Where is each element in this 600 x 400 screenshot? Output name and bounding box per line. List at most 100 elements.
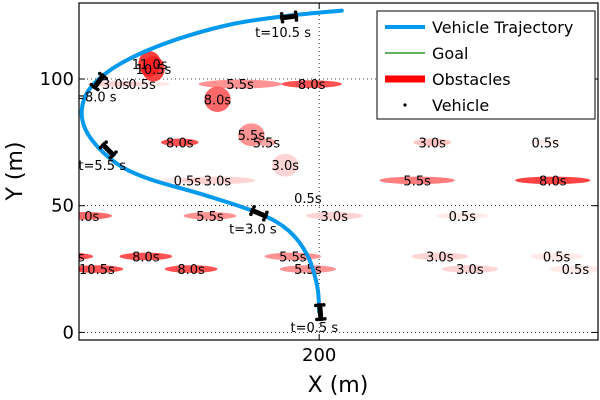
legend-swatch-vehicle (403, 103, 407, 107)
vehicle-wheel-dot (323, 317, 327, 321)
vehicle-wheel-dot (96, 87, 100, 92)
vehicle-time-label: t=0.5 s (291, 321, 339, 336)
y-axis-label: Y (m) (3, 141, 28, 201)
obstacle-ellipse (238, 123, 265, 147)
vehicle-wheel-dot (321, 303, 326, 307)
obstacle-time-label: 10.5s (136, 63, 172, 78)
obstacle-time-label: 3.0s (418, 136, 446, 151)
obstacle-time-label: 8.0s (204, 93, 232, 108)
vehicle-wheel-dot (314, 303, 318, 308)
obstacle-ellipse (183, 212, 237, 220)
vehicle-layer: t=0.5 s t=3.0 s t=5.5 s t=8.0 s t=10.5 s (69, 10, 339, 336)
obstacle-time-label: 5.5s (294, 263, 322, 278)
obstacle-time-label: 11.0s (23, 250, 59, 265)
obstacle-time-label: 3.0s (272, 159, 300, 174)
obstacle-time-label: 5.5s (238, 129, 266, 144)
vehicle-wheel-dot (293, 10, 298, 14)
obstacle-ellipse (79, 267, 82, 271)
obstacle-time-label: 11.0s (38, 263, 74, 278)
vehicle-marker (279, 10, 299, 24)
obstacle-ellipse (281, 80, 342, 88)
vehicle-wheel-dot (249, 212, 253, 217)
x-axis-label: X (m) (308, 373, 369, 398)
obstacle-time-label: 0.5s (174, 174, 202, 189)
obstacle-ellipse (306, 212, 363, 220)
vehicle-time-label: t=8.0 s (69, 91, 117, 106)
obstacle-time-label: 5.5s (279, 250, 307, 265)
obstacle-time-label: 3.0s (426, 250, 454, 265)
vehicle-time-label: t=5.5 s (78, 159, 126, 174)
vehicle-marker (89, 71, 108, 92)
obstacle-ellipse (279, 265, 337, 273)
obstacle-time-label: 5.5s (403, 174, 431, 189)
obstacle-time-label: 3.0s (321, 210, 349, 225)
legend: Vehicle Trajectory Goal Obstacles Vehicl… (376, 10, 596, 120)
y-tick-label: 0 (63, 322, 74, 343)
obstacle-time-label: 0.5s (532, 136, 560, 151)
vehicle-wheel-dot (294, 18, 299, 22)
vehicle-wheel-dot (279, 11, 284, 16)
vehicle-wheel-dot (261, 217, 266, 222)
obstacle-ellipse (138, 51, 161, 77)
obstacle-ellipse (79, 265, 124, 273)
obstacle-ellipse (549, 265, 598, 273)
vehicle-wheel-dot (97, 71, 102, 76)
obstacle-time-label: 8.0s (539, 174, 567, 189)
obstacle-layer: 0.5s3.0s 5.5s 8.0s10.5s11.0s8.0s5.5s5.5s3.… (0, 51, 598, 278)
obstacle-ellipse (411, 252, 469, 261)
vehicle-wheel-dot (280, 19, 285, 24)
vehicle-wheel-dot (98, 146, 103, 150)
obstacle-ellipse (272, 153, 299, 177)
trajectory-layer (79, 8, 344, 315)
obstacle-ellipse (0, 212, 3, 220)
obstacle-time-label: 11.0s (132, 58, 168, 73)
vehicle-wheel-dot (265, 210, 269, 215)
obstacle-ellipse (79, 212, 112, 220)
obstacle-ellipse (119, 252, 173, 261)
obstacle-time-label: 0.5s (294, 192, 322, 207)
vehicle-wheel-dot (114, 150, 118, 154)
vehicle-time-label: t=3.0 s (229, 222, 277, 237)
obstacle-time-label: 0.5s (128, 78, 156, 93)
obstacle-ellipse (435, 212, 489, 220)
obstacle-ellipse (160, 138, 199, 147)
obstacle-ellipse (413, 138, 452, 147)
legend-label-vehicle: Vehicle (432, 96, 489, 115)
legend-label-obstacles: Obstacles (432, 70, 511, 89)
vehicle-wheel-dot (315, 317, 319, 322)
vehicle-body (91, 72, 107, 91)
vehicle-wheel-dot (104, 140, 108, 144)
obstacle-ellipse (530, 139, 561, 145)
obstacle-time-label: 3.0s (102, 78, 130, 93)
plot-frame (78, 2, 599, 341)
obstacle-ellipse (441, 265, 499, 273)
x-tick-label: 200 (302, 345, 336, 366)
obstacle-ellipse (179, 176, 256, 185)
obstacle-time-label: 10.5s (79, 263, 115, 278)
obstacle-time-label: 8.0s (72, 210, 100, 225)
vehicle-wheel-dot (252, 205, 256, 209)
obstacle-time-label: 8.0s (132, 250, 160, 265)
obstacle-ellipse (204, 86, 231, 112)
y-tick-label: 50 (51, 196, 74, 217)
obstacle-ellipse (79, 253, 94, 260)
obstacle-ellipse (379, 176, 455, 185)
vehicle-body (100, 141, 117, 159)
vehicle-body (279, 13, 299, 21)
obstacle-time-label: 0.5s (543, 250, 571, 265)
obstacle-ellipse (515, 176, 591, 185)
obstacle-time-label: 3.0s (456, 263, 484, 278)
vehicle-body (317, 302, 324, 322)
axis-ticks: 200 0 50 100 (40, 3, 598, 366)
obstacle-time-label: 5.5s (226, 78, 254, 93)
vehicle-time-label: t=10.5 s (255, 26, 311, 41)
obstacle-time-label: 0.5s (449, 210, 477, 225)
obstacle-time-label: 0.5s (562, 263, 590, 278)
vehicle-body (249, 207, 269, 220)
obstacle-ellipse (530, 252, 583, 261)
obstacle-time-label: 10.5s (49, 250, 85, 265)
obstacle-ellipse (164, 265, 218, 273)
obstacle-ellipse (14, 253, 67, 261)
y-tick-label: 100 (40, 69, 74, 90)
obstacle-time-label: 5.5s (253, 136, 281, 151)
